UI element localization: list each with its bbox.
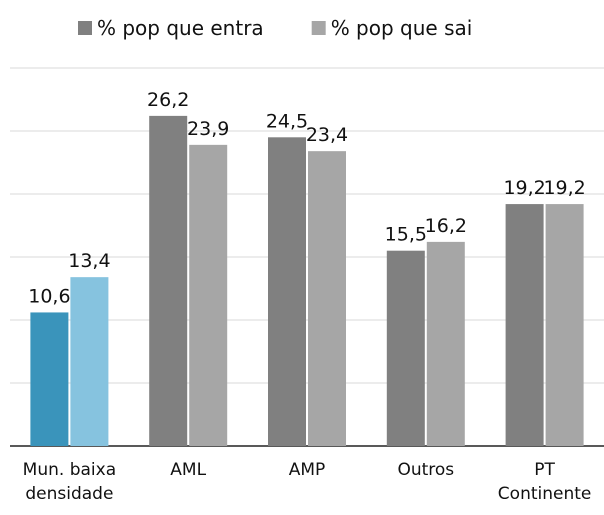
x-tick-label: Mun. baixa densidade [22,460,117,504]
value-label: 16,2 [425,215,467,237]
bar [30,312,69,446]
value-label: 23,9 [187,118,229,140]
value-label: 10,6 [28,285,70,307]
legend-label: % pop que sai [331,16,473,40]
bar [70,277,109,446]
bar [268,137,306,447]
x-tick-label: AMP [288,460,326,480]
x-tick-label: PT Continente [497,460,592,504]
value-label: 23,4 [306,124,348,146]
bar [426,241,465,446]
legend-swatch [78,21,92,35]
value-label: 19,2 [543,177,585,199]
value-label: 13,4 [68,250,110,272]
value-label: 19,2 [503,177,545,199]
bar [189,144,228,447]
value-label: 15,5 [385,224,427,246]
legend-label: % pop que entra [97,16,264,40]
bar [149,115,188,446]
value-label: 24,5 [266,110,308,132]
bar [505,204,544,446]
bar [545,204,584,446]
legend-swatch [311,21,326,35]
bar [386,250,425,446]
value-label: 26,2 [147,89,189,111]
x-tick-label: Outros [397,460,455,480]
x-tick-label: AML [170,460,207,480]
bar [308,151,346,446]
